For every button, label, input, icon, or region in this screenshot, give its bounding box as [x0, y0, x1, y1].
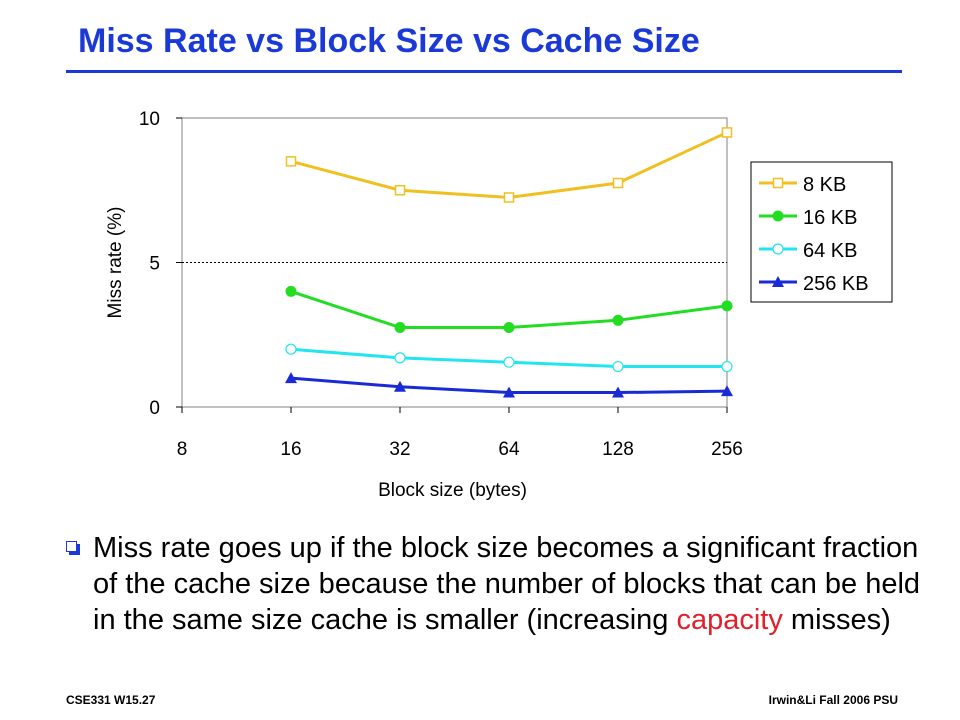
data-point-256-kb-16 [285, 372, 297, 384]
data-point-16-kb-128 [612, 314, 624, 326]
legend-label-16-kb: 16 KB [803, 207, 857, 229]
x-tick-label-32: 32 [389, 439, 410, 460]
legend-label-8-kb: 8 KB [803, 174, 846, 196]
x-tick-label-256: 256 [711, 439, 743, 460]
bullet-text-before: Miss rate goes up if the block size beco… [93, 532, 921, 636]
y-tick-label-10: 10 [139, 109, 160, 130]
data-point-256-kb-128 [612, 386, 624, 398]
legend-label-64-kb: 64 KB [803, 240, 857, 262]
hollow-square-bullet-icon [66, 541, 80, 555]
footer-credit: Irwin&Li Fall 2006 PSU [768, 693, 898, 707]
x-tick-label-8: 8 [177, 439, 188, 460]
y-axis-title: Miss rate (%) [105, 207, 126, 319]
x-tick-label-16: 16 [280, 439, 301, 460]
title-underline [66, 70, 902, 73]
data-point-8-kb-16 [285, 156, 297, 167]
series-line-8-kb [290, 131, 728, 199]
x-tick-label-64: 64 [498, 439, 520, 460]
data-point-16-kb-64 [503, 322, 515, 334]
slide-title: Miss Rate vs Block Size vs Cache Size [78, 22, 700, 60]
y-tick-label-0: 0 [149, 398, 160, 419]
data-point-256-kb-64 [503, 386, 515, 398]
data-point-256-kb-32 [394, 380, 406, 392]
x-axis-title: Block size (bytes) [378, 480, 527, 501]
data-point-8-kb-32 [394, 185, 406, 196]
bullet-text: Miss rate goes up if the block size beco… [93, 530, 926, 638]
data-point-16-kb-256 [721, 300, 733, 312]
bullet-text-after: misses) [782, 604, 891, 636]
x-tick-label-128: 128 [602, 439, 634, 460]
data-point-16-kb-32 [394, 322, 406, 334]
legend-marker-8-kb [772, 177, 784, 189]
legend-marker-64-kb [772, 243, 784, 255]
data-point-256-kb-256 [721, 385, 733, 397]
miss-rate-chart: 0 5 10 8 16 32 64 128 256 Block size (bytes) Miss … [105, 109, 893, 501]
data-point-64-kb-16 [285, 343, 297, 355]
legend-marker-256-kb [772, 276, 784, 287]
bullet-highlight-capacity: capacity [676, 604, 783, 636]
y-tick-label-5: 5 [149, 254, 160, 275]
data-point-8-kb-128 [612, 177, 624, 189]
data-point-64-kb-256 [721, 360, 733, 373]
data-point-16-kb-16 [285, 285, 297, 297]
legend-box [750, 161, 893, 303]
legend-marker-16-kb [772, 210, 784, 222]
data-point-8-kb-256 [721, 127, 733, 138]
data-point-64-kb-64 [503, 356, 515, 368]
data-point-64-kb-128 [612, 360, 624, 373]
legend-label-256-kb: 256 KB [803, 273, 869, 295]
data-point-64-kb-32 [394, 352, 406, 364]
footer-course-code: CSE331 W15.27 [66, 693, 156, 707]
data-point-8-kb-64 [503, 192, 515, 203]
bullet-point: Miss rate goes up if the block size beco… [66, 530, 926, 638]
